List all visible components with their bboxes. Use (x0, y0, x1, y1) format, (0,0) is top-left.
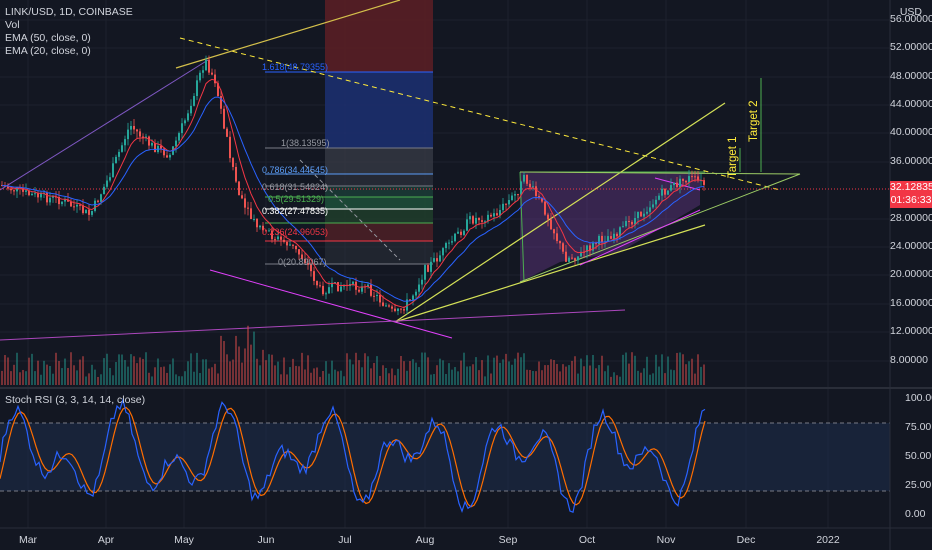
stoch-rsi-k-line (0, 397, 706, 514)
price-tick: 52.00000 (890, 41, 932, 53)
fibonacci-retracement[interactable] (265, 0, 433, 265)
chart-legend: LINK/USD, 1D, COINBASE Vol EMA (50, clos… (5, 6, 133, 58)
fib-level-label: 0.786(34.44545) (262, 165, 329, 175)
fib-level-label: 1.618(48.79355) (262, 62, 329, 72)
time-tick: Apr (97, 534, 115, 546)
trendlines[interactable] (0, 0, 801, 341)
rsi-tick: 100.00 (905, 392, 932, 404)
last-price-value: 32.12835 (890, 181, 932, 193)
fib-level-label: 0.236(24.96053) (262, 227, 329, 237)
symbol-label[interactable]: LINK/USD, 1D, COINBASE (5, 6, 133, 18)
ema-50-line (2, 96, 705, 302)
currency-label[interactable]: USD (899, 6, 922, 18)
stoch-rsi-legend[interactable]: Stoch RSI (3, 3, 14, 14, close) (5, 394, 146, 406)
ema-20-line (1, 78, 705, 309)
time-tick: Jul (338, 534, 352, 546)
stoch-rsi-d-line (0, 406, 706, 508)
time-tick: Mar (18, 534, 38, 546)
countdown-timer: 01:36:33 (890, 194, 932, 206)
price-tick: 36.00000 (890, 155, 932, 167)
target-1-label: Target 1 (727, 136, 739, 178)
price-tick: 24.00000 (890, 240, 932, 252)
price-tick: 16.00000 (890, 297, 932, 309)
fib-level-label: 0(20.89067) (278, 257, 327, 267)
time-tick: Oct (578, 534, 596, 546)
rsi-tick: 50.00 (905, 450, 932, 462)
fib-level-label: 0.5(29.51329) (268, 194, 325, 204)
rsi-tick: 0.00 (905, 508, 926, 520)
price-tick: 48.00000 (890, 70, 932, 82)
ema20-indicator-label[interactable]: EMA (20, close, 0) (5, 45, 91, 57)
price-tick: 28.00000 (890, 212, 932, 224)
time-tick: Jun (257, 534, 275, 546)
target-2-label: Target 2 (748, 100, 760, 142)
price-tick: 8.00000 (890, 354, 928, 366)
fib-level-label: 0.618(31.54824) (262, 182, 329, 192)
time-tick: Dec (736, 534, 756, 546)
price-candles (1, 55, 705, 316)
time-tick: Sep (498, 534, 518, 546)
price-tick: 40.00000 (890, 126, 932, 138)
ema50-indicator-label[interactable]: EMA (50, close, 0) (5, 32, 91, 44)
rsi-tick: 75.00 (905, 421, 932, 433)
rsi-band (0, 423, 890, 491)
time-tick: May (174, 534, 194, 546)
time-tick: Nov (656, 534, 676, 546)
price-tick: 56.00000 (890, 13, 932, 25)
last-price-tag: 32.12835 01:36:33 (890, 181, 932, 208)
volume-indicator-label[interactable]: Vol (5, 19, 20, 31)
time-tick: 2022 (816, 534, 840, 546)
price-tick: 44.00000 (890, 98, 932, 110)
rsi-tick: 25.00 (905, 479, 932, 491)
time-tick: Aug (415, 534, 435, 546)
fib-level-label: 1(38.13595) (281, 138, 330, 148)
price-tick: 12.00000 (890, 325, 932, 337)
fib-level-label: 0.382(27.47835) (262, 206, 329, 216)
volume-bars (1, 325, 705, 385)
price-tick: 20.00000 (890, 268, 932, 280)
